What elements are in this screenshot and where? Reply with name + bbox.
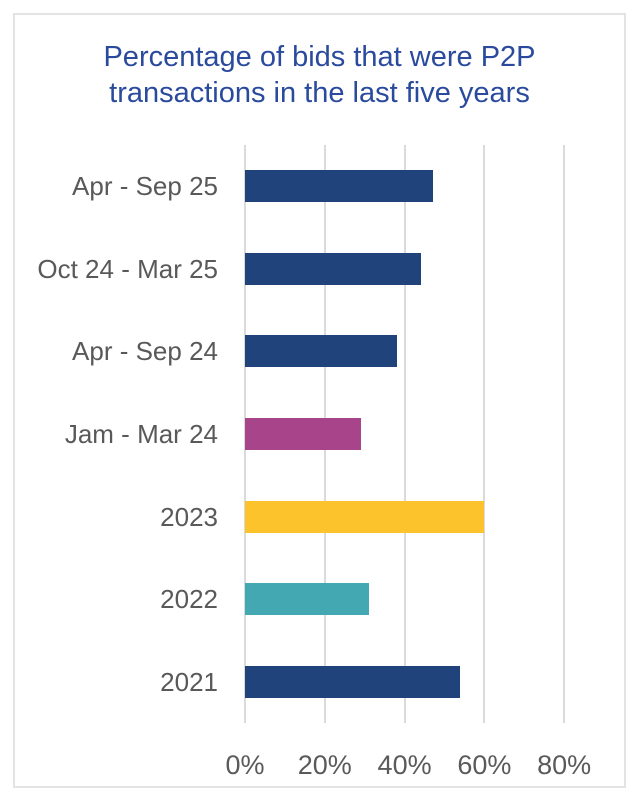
category-label: Apr - Sep 24	[72, 336, 218, 367]
category-label: 2022	[160, 584, 218, 615]
gridline-40	[403, 145, 406, 723]
gridline-80	[563, 145, 566, 723]
x-tick-label: 20%	[297, 750, 352, 780]
category-label: 2021	[160, 666, 218, 697]
category-label: Jam - Mar 24	[64, 419, 218, 449]
plot-area	[244, 145, 624, 723]
x-tick-label: 0%	[225, 750, 265, 780]
x-tick-label: 60%	[457, 750, 512, 780]
bar-oct-24---mar-25	[245, 252, 421, 285]
bar-2022	[245, 583, 369, 616]
figure-border: Percentage of bids that were P2P transac…	[13, 13, 626, 788]
chart-title: Percentage of bids that were P2P transac…	[103, 41, 536, 109]
category-labels: Apr - Sep 25 Oct 24 - Mar 25 Apr - Sep 24 J…	[15, 145, 232, 723]
x-tick-label: 80%	[537, 750, 592, 780]
x-tick-label: 40%	[377, 750, 432, 780]
bar-2021	[245, 665, 461, 698]
bar-2023	[245, 500, 485, 533]
category-label: Apr - Sep 25	[72, 171, 218, 202]
bar-jam---mar-24	[245, 418, 361, 450]
category-label: Oct 24 - Mar 25	[37, 253, 218, 284]
gridline-60	[483, 145, 486, 723]
bar-apr---sep-25	[245, 170, 433, 203]
category-label: 2023	[160, 501, 218, 532]
bar-apr---sep-24	[245, 335, 397, 368]
x-axis: 0% 20% 40% 60% 80%	[225, 738, 624, 780]
